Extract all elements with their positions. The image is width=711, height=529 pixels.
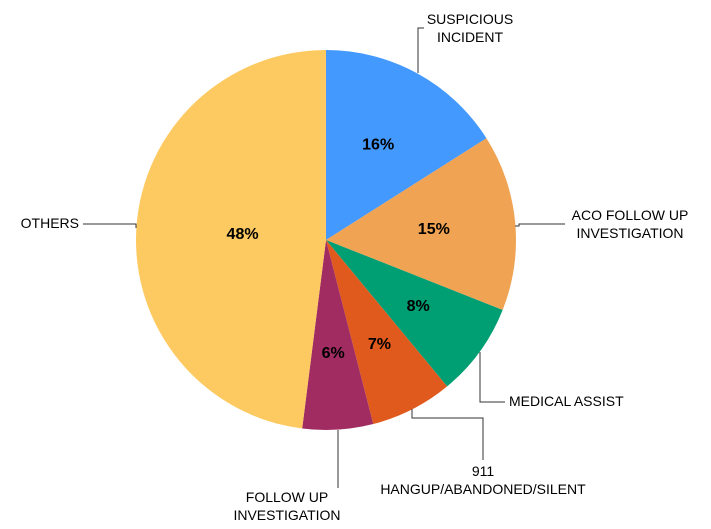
- slice-label: SUSPICIOUS INCIDENT: [427, 11, 513, 45]
- pie-slice: [326, 138, 516, 310]
- slice-label: MEDICAL ASSIST: [509, 393, 624, 409]
- leader-line: [515, 223, 565, 227]
- leader-line: [417, 27, 424, 73]
- pie-slice: [135, 50, 326, 429]
- value-label: 6%: [322, 345, 345, 362]
- value-label: 8%: [407, 298, 430, 315]
- leader-line: [411, 409, 484, 460]
- value-label: 48%: [227, 226, 259, 243]
- leader-line: [479, 352, 505, 403]
- pie-slice: [326, 50, 487, 240]
- value-label: 7%: [368, 336, 391, 353]
- pie-slice: [326, 240, 448, 425]
- slice-label: 911 HANGUP/ABANDONED/SILENT: [380, 463, 586, 497]
- slice-label: FOLLOW UP INVESTIGATION: [233, 489, 340, 523]
- pie-slice: [302, 240, 374, 430]
- value-label: 16%: [362, 136, 394, 153]
- slice-label: ACO FOLLOW UP INVESTIGATION: [572, 207, 689, 241]
- leader-line: [83, 223, 137, 228]
- pie-slice: [326, 240, 503, 387]
- slice-label: OTHERS: [21, 215, 79, 231]
- value-label: 15%: [418, 221, 450, 238]
